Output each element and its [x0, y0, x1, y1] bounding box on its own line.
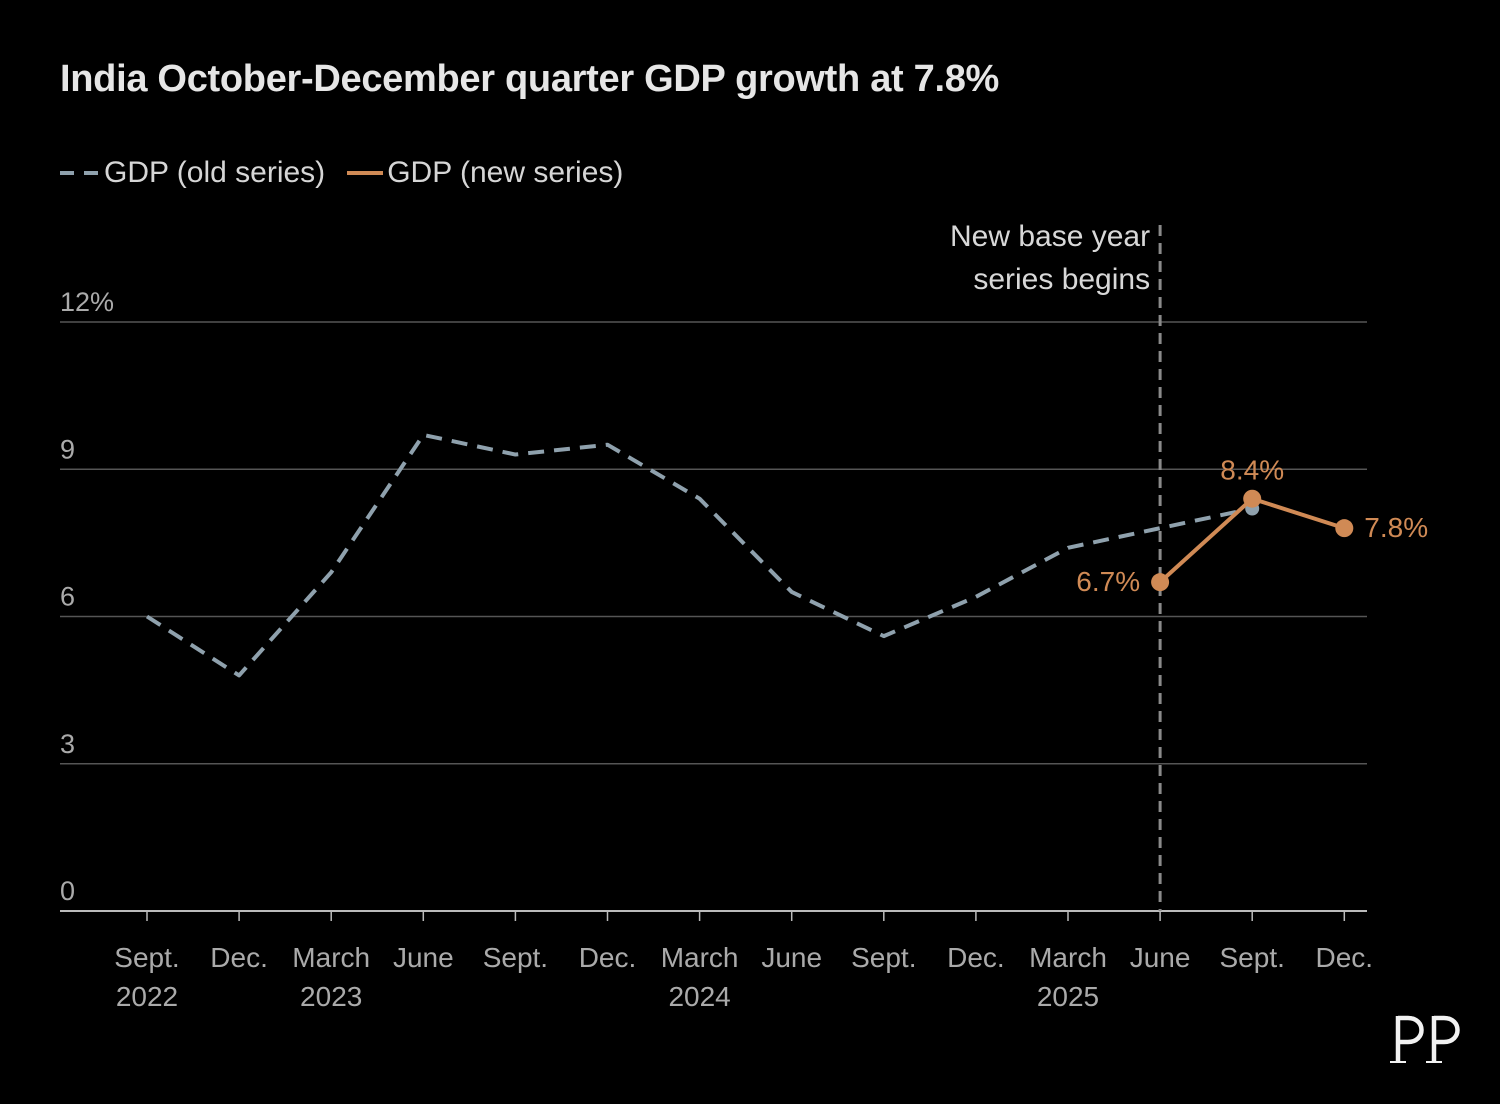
- x-tick-label: June: [393, 942, 454, 973]
- chart-legend: GDP (old series) GDP (new series): [60, 150, 645, 196]
- x-tick-label: Sept.: [851, 942, 916, 973]
- x-tick-label: Dec.: [947, 942, 1005, 973]
- x-tick-label: Dec.: [1316, 942, 1374, 973]
- legend-item-old-series: GDP (old series): [60, 156, 325, 190]
- series-line-old: [145, 432, 1253, 678]
- x-tick-label: Sept.: [114, 942, 179, 973]
- y-tick-label: 6: [60, 582, 75, 612]
- legend-swatch-old-series: [60, 171, 100, 175]
- data-point-new-series: [1243, 489, 1262, 508]
- legend-swatch-new-series: [347, 171, 384, 175]
- y-tick-label: 12%: [60, 287, 114, 317]
- x-tick-label: March: [1029, 942, 1107, 973]
- x-tick-year-label: 2024: [668, 981, 730, 1012]
- legend-label-new-series: GDP (new series): [387, 156, 624, 189]
- data-label-new-series: 7.8%: [1364, 512, 1428, 543]
- y-tick-label: 3: [60, 729, 75, 759]
- annotation-text: New base year: [950, 220, 1150, 253]
- data-point-new-series: [1151, 573, 1170, 592]
- y-tick-label: 0: [60, 876, 75, 906]
- legend-label-old-series: GDP (old series): [104, 156, 326, 189]
- x-tick-label: March: [661, 942, 739, 973]
- x-tick-year-label: 2025: [1037, 981, 1099, 1012]
- x-tick-label: Sept.: [1220, 942, 1285, 973]
- x-tick-label: June: [1130, 942, 1191, 973]
- x-tick-year-label: 2022: [116, 981, 178, 1012]
- publisher-logo: [1390, 1015, 1460, 1063]
- annotation-text: series begins: [973, 263, 1150, 296]
- data-label-new-series: 6.7%: [1076, 566, 1140, 597]
- data-point-new-series: [1335, 519, 1354, 538]
- legend-item-new-series: GDP (new series): [347, 156, 623, 190]
- x-tick-year-label: 2023: [300, 981, 362, 1012]
- x-tick-label: Dec.: [210, 942, 268, 973]
- y-tick-label: 9: [60, 434, 75, 464]
- chart-title: India October-December quarter GDP growt…: [60, 58, 1000, 100]
- x-tick-label: March: [292, 942, 370, 973]
- data-label-new-series: 8.4%: [1220, 455, 1284, 486]
- x-tick-label: June: [761, 942, 822, 973]
- x-tick-label: Dec.: [579, 942, 637, 973]
- x-tick-label: Sept.: [483, 942, 548, 973]
